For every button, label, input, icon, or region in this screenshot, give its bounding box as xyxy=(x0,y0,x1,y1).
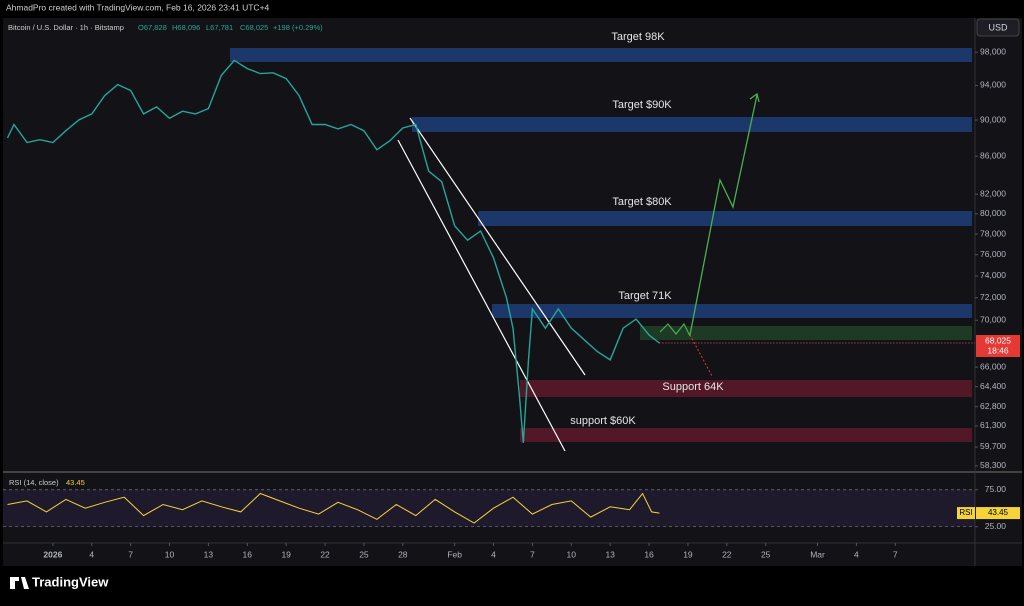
brand: TradingView xyxy=(32,574,109,589)
y-tick-label: 90,000 xyxy=(980,114,1006,124)
x-tick-label: 16 xyxy=(644,549,654,559)
x-tick-label: 22 xyxy=(722,549,732,559)
currency-button[interactable] xyxy=(976,18,1020,37)
channel-line xyxy=(397,139,566,452)
y-tick-label: 82,000 xyxy=(980,188,1006,198)
ohlc-close: C68,025 xyxy=(240,23,268,32)
annotation: Target 98K xyxy=(611,31,665,43)
ohlc-open: O67,828 xyxy=(138,23,167,32)
y-tick-label: 75.00 xyxy=(985,484,1007,494)
y-tick-label: 70,000 xyxy=(980,314,1006,324)
zone xyxy=(478,211,972,226)
zone xyxy=(412,117,972,132)
zone xyxy=(230,48,972,62)
x-tick-label: 16 xyxy=(243,549,253,559)
rsi-title: RSI (14, close) xyxy=(9,478,59,487)
x-tick-label: 7 xyxy=(530,549,535,559)
x-tick-label: 7 xyxy=(128,549,133,559)
ohlc-low: L67,781 xyxy=(206,23,233,32)
rsi-band xyxy=(3,489,975,527)
x-tick-label: Mar xyxy=(810,549,825,559)
y-tick-label: 64,400 xyxy=(980,381,1006,391)
y-tick-label: 80,000 xyxy=(980,208,1006,218)
y-tick-label: 61,300 xyxy=(980,420,1006,430)
x-tick-label: 10 xyxy=(165,549,175,559)
arrow-head xyxy=(749,92,760,103)
projection xyxy=(689,94,758,336)
y-tick-label: 58,300 xyxy=(980,460,1006,470)
annotation: Target $90K xyxy=(612,99,672,111)
annotation: Target 71K xyxy=(618,290,672,302)
annotation: Target $80K xyxy=(612,196,672,208)
last-price-time: 18:46 xyxy=(987,345,1009,355)
currency[interactable]: USD xyxy=(988,22,1008,32)
chart-panel xyxy=(3,18,1022,566)
y-tick-label: 76,000 xyxy=(980,249,1006,259)
x-tick-label: 19 xyxy=(281,549,291,559)
last-price-tag xyxy=(976,335,1020,358)
y-tick-label: 86,000 xyxy=(980,150,1006,160)
annotation: support $60K xyxy=(570,415,636,427)
x-tick-label: 25 xyxy=(761,549,771,559)
y-tick-label: 72,000 xyxy=(980,292,1006,302)
annotation: Support 64K xyxy=(662,381,724,393)
rsi-axis-value: 43.45 xyxy=(988,508,1009,517)
y-tick-label: 74,000 xyxy=(980,270,1006,280)
x-tick-label: Feb xyxy=(447,549,462,559)
x-tick-label: 4 xyxy=(89,549,94,559)
symbol: Bitcoin / U.S. Dollar · 1h · Bitstamp xyxy=(8,23,124,32)
zone xyxy=(520,428,972,442)
zone xyxy=(520,380,972,397)
x-tick-label: 13 xyxy=(605,549,615,559)
x-tick-label: 13 xyxy=(204,549,214,559)
logo xyxy=(10,577,29,589)
x-tick-label: 22 xyxy=(320,549,330,559)
last-price-label: 68,025 xyxy=(985,335,1011,345)
y-tick-label: 59,700 xyxy=(980,441,1006,451)
series-line xyxy=(7,492,660,524)
x-tick-label: 10 xyxy=(567,549,577,559)
zigzag xyxy=(659,322,691,337)
x-tick-label: 7 xyxy=(893,549,898,559)
rsi-value-tag xyxy=(976,507,1020,520)
channel-line xyxy=(409,117,586,376)
zone xyxy=(492,304,972,318)
rsi-tag xyxy=(957,507,975,520)
y-tick-label: 78,000 xyxy=(980,228,1006,238)
y-tick-label: 94,000 xyxy=(980,80,1006,90)
series-line xyxy=(6,59,660,444)
x-tick-label: 25 xyxy=(359,549,369,559)
x-tick-label: 4 xyxy=(854,549,859,559)
y-tick-label: 66,000 xyxy=(980,361,1006,371)
ohlc-high: H68,096 xyxy=(172,23,200,32)
rsi-value: 43.45 xyxy=(66,478,85,487)
x-tick-label: 28 xyxy=(398,549,408,559)
change: +198 (+0.29%) xyxy=(273,23,323,32)
x-tick-label: 19 xyxy=(683,549,693,559)
y-tick-label: 25.00 xyxy=(985,521,1007,531)
y-tick-label: 62,800 xyxy=(980,401,1006,411)
x-tick-label: 2026 xyxy=(43,549,62,559)
credit: AhmadPro created with TradingView.com, F… xyxy=(6,2,270,12)
y-tick-label: 98,000 xyxy=(980,46,1006,56)
x-tick-label: 4 xyxy=(491,549,496,559)
rsi-name: RSI xyxy=(959,508,972,517)
zone xyxy=(640,326,972,340)
footer xyxy=(0,566,1024,601)
